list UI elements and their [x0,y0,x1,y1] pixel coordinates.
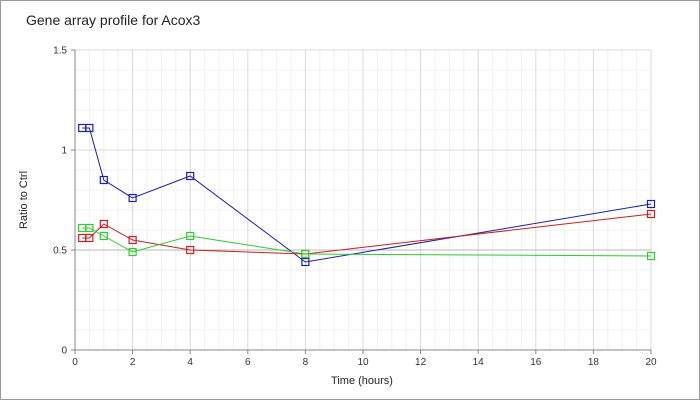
x-tick-label: 6 [245,357,251,368]
x-tick-label: 14 [473,357,485,368]
grid [75,49,652,350]
data-point [646,199,656,209]
y-tick-label: 0.5 [53,246,67,257]
x-tick-label: 12 [415,357,427,368]
y-axis-title: Ratio to Ctrl [18,171,30,229]
y-tick-label: 1 [61,146,67,157]
data-point [85,123,94,133]
x-tick-label: 2 [130,357,136,368]
series-line [82,213,652,255]
data-point [301,249,310,259]
data-point [99,175,108,185]
data-point [99,231,108,241]
series-3 [78,223,656,261]
x-tick-label: 16 [530,357,542,368]
chart-title: Gene array profile for Acox3 [26,12,201,28]
data-point [186,231,195,241]
x-tick-label: 8 [303,357,309,368]
data-point [128,235,137,245]
x-tick-label: 20 [645,357,657,368]
data-point [85,223,94,233]
x-tick-label: 0 [72,357,78,368]
x-tick-label: 10 [357,357,369,368]
data-point [128,193,137,203]
data-point [186,245,195,255]
data-point [186,171,195,181]
series-1 [78,123,656,267]
x-axis-title: Time (hours) [331,375,393,387]
series-line [82,227,652,257]
axes: 0 2 4 6 8 10 12 14 16 18 20 0 0.5 1 1.5 [53,46,657,369]
data-point [646,251,656,261]
data-point [99,219,108,229]
series-group [78,123,656,267]
y-tick-label: 0 [61,346,67,357]
data-point [646,209,656,219]
x-tick-label: 18 [588,357,600,368]
data-point [301,257,310,267]
y-tick-label: 1.5 [53,46,67,57]
x-tick-label: 4 [187,357,193,368]
data-point [85,233,94,243]
data-point [128,247,137,257]
series-line [82,127,652,263]
